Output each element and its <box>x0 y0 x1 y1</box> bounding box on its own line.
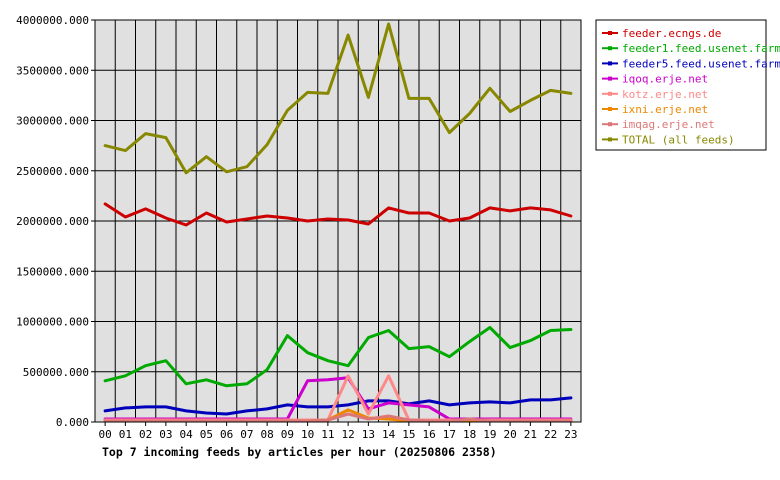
y-tick-label: 2000000.000 <box>16 215 89 228</box>
x-tick-label: 20 <box>504 428 517 441</box>
legend-marker <box>608 76 612 81</box>
legend-marker <box>608 137 612 142</box>
x-tick-label: 11 <box>321 428 334 441</box>
legend-marker <box>608 107 612 111</box>
y-tick-label: 1500000.000 <box>16 265 89 278</box>
x-tick-label: 14 <box>382 428 396 441</box>
legend-label: ixni.erje.net <box>622 103 708 116</box>
legend-label: feeder1.feed.usenet.farm <box>622 42 780 55</box>
x-tick-label: 15 <box>402 428 415 441</box>
x-tick-label: 22 <box>544 428 557 441</box>
x-tick-label: 04 <box>180 428 194 441</box>
x-tick-label: 19 <box>483 428 496 441</box>
series-line-2 <box>103 396 573 416</box>
legend-label: feeder.ecngs.de <box>622 27 721 40</box>
series-line-6 <box>103 412 573 423</box>
x-tick-label: 03 <box>159 428 172 441</box>
legend-marker <box>608 31 612 35</box>
x-tick-label: 12 <box>342 428 355 441</box>
legend-marker <box>608 91 612 96</box>
x-tick-label: 01 <box>119 428 132 441</box>
x-tick-label: 13 <box>362 428 375 441</box>
legend-label: kotz.erje.net <box>622 88 708 101</box>
x-tick-label: 17 <box>443 428 456 441</box>
y-tick-label: 1000000.000 <box>16 316 89 329</box>
legend-label: imqag.erje.net <box>622 118 715 131</box>
legend: feeder.ecngs.de feeder1.feed.usenet.farm f… <box>595 19 780 151</box>
legend-marker <box>608 46 612 51</box>
x-tick-label: 23 <box>564 428 577 441</box>
y-tick-label: 3000000.000 <box>16 115 89 128</box>
legend-label: iqoq.erje.net <box>622 73 708 86</box>
legend-label: feeder5.feed.usenet.farm <box>622 57 780 70</box>
plot-border <box>94 19 582 423</box>
chart-caption: Top 7 incoming feeds by articles per hou… <box>102 445 497 459</box>
x-tick-label: 06 <box>220 428 233 441</box>
y-tick-label: 0.000 <box>56 416 89 429</box>
x-tick-label: 21 <box>524 428 537 441</box>
x-axis: 00 01 02 03 04 05 06 07 08 09 10 11 12 13 14 15 16 17 18 19… <box>99 422 578 441</box>
x-tick-label: 18 <box>463 428 476 441</box>
x-tick-label: 08 <box>261 428 274 441</box>
legend-marker <box>608 122 612 127</box>
legend-box <box>595 19 767 151</box>
y-tick-label: 2500000.000 <box>16 165 89 178</box>
series-line-7 <box>103 22 573 175</box>
x-tick-label: 10 <box>301 428 314 441</box>
x-tick-label: 07 <box>240 428 253 441</box>
series-line-1 <box>103 326 573 388</box>
series-lines <box>103 22 573 423</box>
y-tick-label: 500000.000 <box>23 366 89 379</box>
x-tick-label: 16 <box>423 428 436 441</box>
legend-label: TOTAL (all feeds) <box>622 133 735 146</box>
series-line-0 <box>103 202 573 227</box>
y-tick-label: 4000000.000 <box>16 14 89 27</box>
y-axis: 0.000 500000.000 1000000.000 1500000.000 200… <box>16 14 95 429</box>
x-tick-label: 09 <box>281 428 294 441</box>
y-tick-label: 3500000.000 <box>16 64 89 77</box>
x-tick-label: 00 <box>99 428 112 441</box>
x-tick-label: 05 <box>200 428 213 441</box>
legend-marker <box>608 61 612 66</box>
x-tick-label: 02 <box>139 428 152 441</box>
